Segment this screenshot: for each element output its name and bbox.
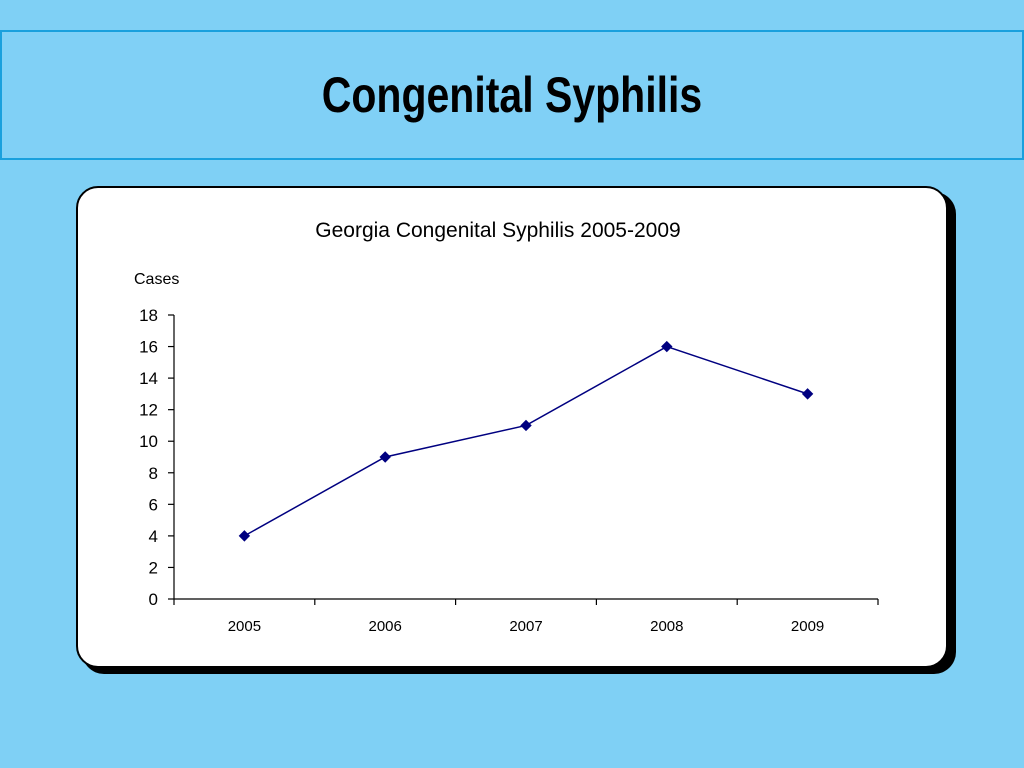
- series-line: [244, 345, 808, 537]
- chart-card: Georgia Congenital Syphilis 2005-2009 Ca…: [76, 186, 948, 668]
- x-tick-label: 2006: [369, 618, 402, 635]
- data-point-marker: [661, 340, 673, 353]
- data-point-marker: [520, 419, 532, 432]
- y-tick-label: 0: [149, 590, 158, 609]
- axes: 0 2 4 6 8 10 12 14 16 18 2005 2006 2007 2008 2009: [139, 306, 879, 635]
- y-tick-label: 14: [139, 369, 158, 388]
- x-tick-label: 2009: [791, 618, 824, 635]
- y-tick-label: 12: [139, 401, 158, 420]
- y-tick-label: 10: [139, 432, 158, 451]
- series-group: [238, 340, 814, 542]
- chart-title: Georgia Congenital Syphilis 2005-2009: [315, 219, 680, 242]
- x-tick-label: 2007: [509, 618, 542, 635]
- y-tick-label: 16: [139, 338, 158, 357]
- y-tick-label: 18: [139, 306, 158, 325]
- y-tick-label: 8: [149, 464, 158, 483]
- data-point-marker: [379, 451, 391, 463]
- y-tick-label: 2: [149, 558, 158, 577]
- y-tick-label: 4: [149, 527, 158, 546]
- slide-title: Congenital Syphilis: [321, 67, 703, 123]
- data-point-marker: [238, 530, 251, 542]
- y-axis-label: Cases: [134, 271, 179, 288]
- line-chart: Georgia Congenital Syphilis 2005-2009 Ca…: [134, 219, 879, 635]
- data-point-marker: [801, 388, 814, 400]
- y-tick-label: 6: [149, 495, 158, 514]
- x-tick-label: 2005: [228, 618, 261, 635]
- title-band: Congenital Syphilis: [0, 30, 1024, 160]
- x-tick-label: 2008: [650, 618, 683, 635]
